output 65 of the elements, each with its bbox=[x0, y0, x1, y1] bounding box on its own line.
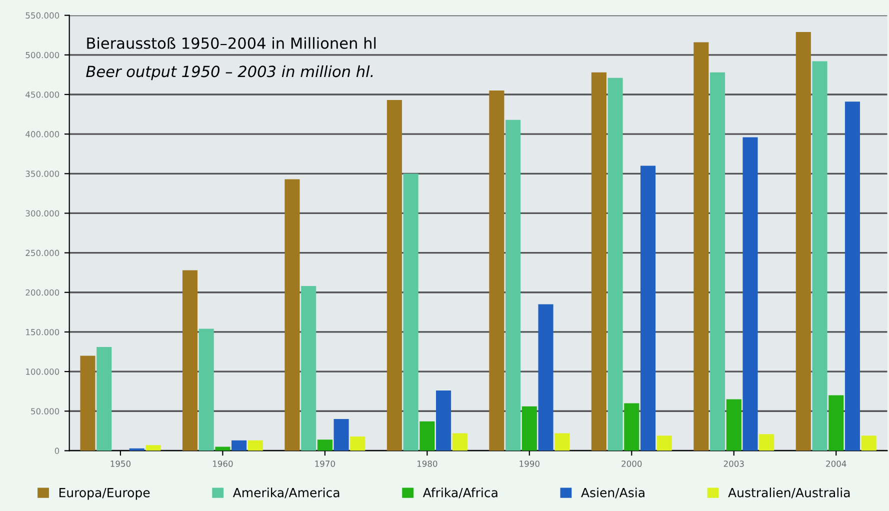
legend-label: Amerika/America bbox=[232, 488, 340, 498]
bar bbox=[506, 120, 521, 451]
bar bbox=[591, 72, 606, 451]
y-tick-label: 0 bbox=[54, 448, 60, 454]
bar bbox=[608, 78, 623, 451]
bar bbox=[796, 32, 811, 451]
y-tick-label: 150.000 bbox=[26, 328, 60, 336]
bar bbox=[232, 440, 247, 451]
bar bbox=[436, 390, 452, 451]
bar bbox=[538, 304, 554, 451]
bar bbox=[452, 433, 468, 451]
x-tick-label: 2000 bbox=[622, 460, 642, 467]
bar bbox=[420, 421, 435, 451]
bar bbox=[317, 440, 332, 451]
bar bbox=[350, 436, 366, 451]
x-tick-label: 1990 bbox=[520, 460, 540, 467]
bar bbox=[710, 72, 726, 451]
x-tick-label: 1980 bbox=[417, 460, 438, 467]
bar bbox=[386, 100, 402, 451]
bar bbox=[80, 356, 96, 451]
legend-label: Afrika/Africa bbox=[422, 488, 498, 498]
bar bbox=[248, 440, 263, 451]
x-tick-label: 1960 bbox=[213, 460, 233, 467]
x-tick-label: 1970 bbox=[315, 460, 335, 467]
legend-label: Asien/Asia bbox=[581, 488, 644, 498]
bar bbox=[198, 328, 214, 451]
y-tick-label: 50.000 bbox=[31, 408, 60, 414]
bar bbox=[522, 406, 537, 451]
y-tick-label: 100.000 bbox=[26, 368, 60, 375]
y-tick-label: 350.000 bbox=[26, 170, 60, 177]
bar bbox=[96, 347, 112, 451]
y-tick-label: 250.000 bbox=[26, 250, 60, 256]
bar bbox=[656, 436, 672, 451]
bar bbox=[812, 61, 828, 451]
bar bbox=[694, 42, 709, 451]
bar bbox=[726, 399, 742, 451]
bar bbox=[489, 90, 504, 451]
bar bbox=[640, 166, 656, 451]
text: Beer output 1950 – 2003 in million hl. bbox=[86, 65, 373, 80]
y-tick-label: 400.000 bbox=[26, 131, 60, 138]
legend-label: Australien/Australia bbox=[728, 488, 850, 498]
y-tick-label: 450.000 bbox=[26, 91, 60, 98]
bar bbox=[759, 434, 774, 451]
bar bbox=[844, 102, 860, 451]
legend-label: Europa/Europe bbox=[59, 488, 150, 500]
y-tick-label: 300.000 bbox=[26, 210, 60, 217]
bar bbox=[334, 419, 349, 451]
bar bbox=[554, 433, 570, 451]
bar bbox=[624, 403, 640, 451]
x-tick-label: 2004 bbox=[826, 460, 846, 467]
y-tick-label: 550.000 bbox=[26, 12, 60, 19]
x-tick-label: 1950 bbox=[110, 460, 131, 467]
bar bbox=[284, 179, 300, 451]
bar bbox=[861, 436, 876, 451]
bar bbox=[742, 137, 758, 451]
bar bbox=[301, 286, 316, 451]
x-tick-label: 2003 bbox=[724, 460, 744, 467]
y-tick-label: 500.000 bbox=[26, 52, 60, 58]
y-tick-label: 200.000 bbox=[26, 289, 60, 296]
bar bbox=[146, 445, 161, 451]
bar bbox=[828, 395, 844, 451]
text: Bierausstoß 1950–2004 in Millionen hl bbox=[87, 37, 376, 49]
bar bbox=[215, 446, 230, 451]
bar bbox=[403, 174, 418, 451]
bar bbox=[182, 270, 198, 451]
